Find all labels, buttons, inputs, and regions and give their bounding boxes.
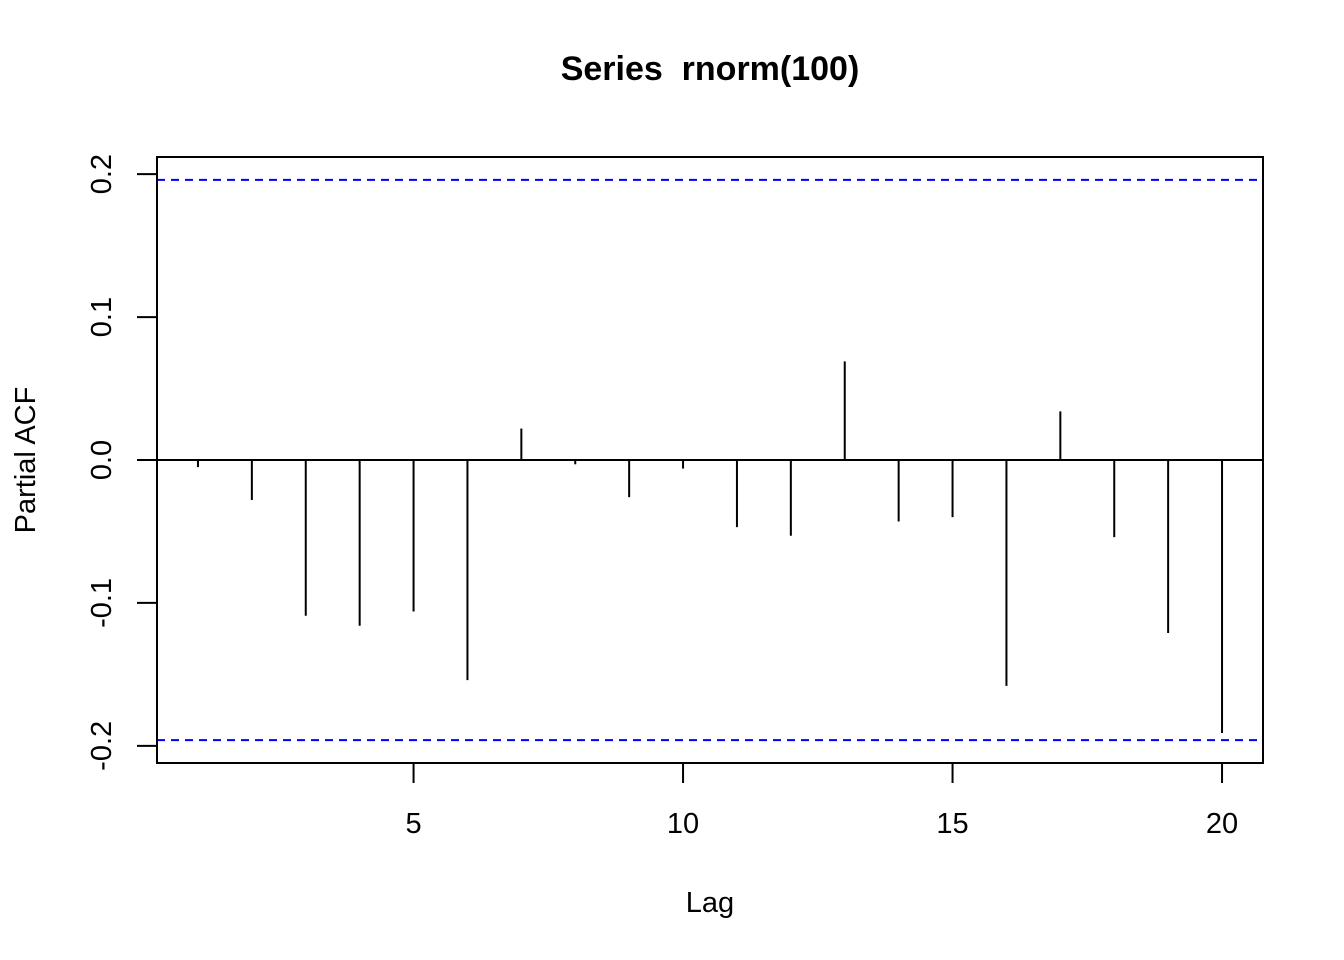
x-tick-label-20: 20 — [1206, 808, 1238, 840]
y-tick-label-2: 0.0 — [86, 440, 118, 480]
y-tick-label-1: -0.1 — [86, 578, 118, 628]
chart-title: Series rnorm(100) — [561, 50, 860, 88]
x-tick-label-5: 5 — [405, 808, 421, 840]
x-tick-label-15: 15 — [936, 808, 968, 840]
y-tick-label-0: -0.2 — [86, 721, 118, 771]
y-tick-label-4: 0.2 — [86, 154, 118, 194]
x-tick-label-10: 10 — [667, 808, 699, 840]
y-axis-label: Partial ACF — [10, 387, 42, 534]
y-tick-label-3: 0.1 — [86, 297, 118, 337]
plot-area — [156, 156, 1264, 764]
x-axis-label: Lag — [686, 887, 734, 919]
y-axis: -0.2 -0.1 0.0 0.1 0.2 — [86, 154, 158, 771]
x-axis: 5 10 15 20 — [405, 763, 1238, 840]
